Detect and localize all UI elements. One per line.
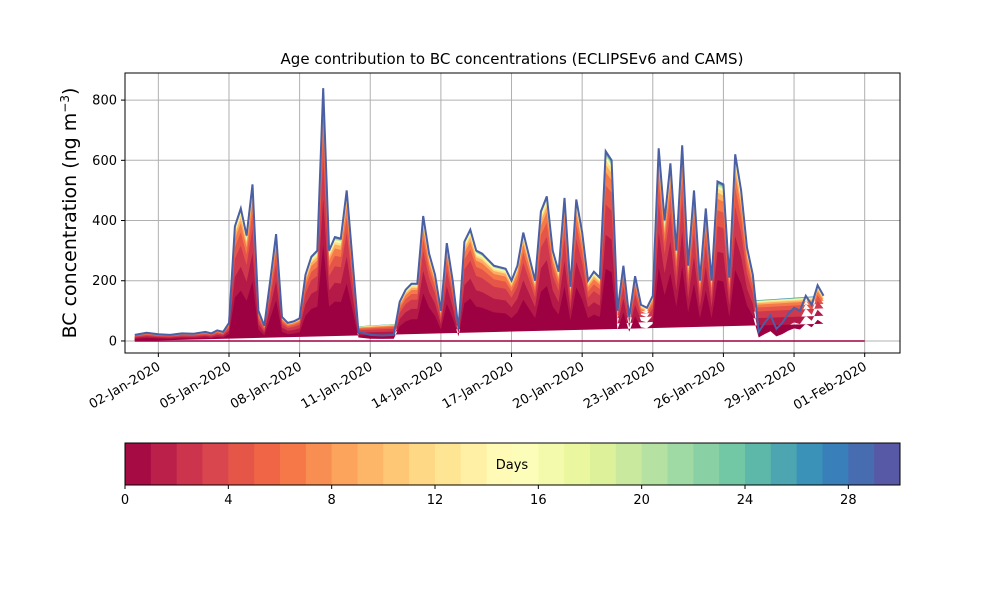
colorbar-cell [615, 443, 643, 485]
x-tick-label: 01-Feb-2020 [791, 359, 870, 413]
age-band-8 [134, 158, 824, 341]
y-axis-label-text: BC concentration (ng m−3) [58, 88, 81, 339]
y-axis-label: BC concentration (ng m−3) [58, 88, 81, 339]
stacked-areas [134, 88, 824, 342]
y-tick-label: 800 [92, 94, 117, 109]
colorbar [125, 443, 901, 485]
chart-title: Age contribution to BC concentrations (E… [281, 50, 744, 68]
colorbar-cell [719, 443, 746, 485]
colorbar-cell [745, 443, 772, 485]
x-tick-label: 17-Jan-2020 [440, 359, 517, 412]
colorbar-cell [383, 443, 410, 485]
colorbar-cell [667, 443, 694, 485]
colorbar-cell [796, 443, 823, 485]
x-tick-label: 11-Jan-2020 [299, 359, 376, 412]
y-tick-label: 200 [92, 274, 117, 289]
x-axis-ticks: 02-Jan-202005-Jan-202008-Jan-202011-Jan-… [87, 353, 870, 413]
total-line [134, 88, 825, 337]
age-band-10 [134, 244, 824, 341]
colorbar-cell [874, 443, 901, 485]
colorbar-cell [435, 443, 462, 485]
colorbar-cell [538, 443, 565, 485]
colorbar-cell [202, 443, 229, 485]
colorbar-cell [848, 443, 875, 485]
colorbar-cell [641, 443, 668, 485]
colorbar-cell [280, 443, 307, 485]
colorbar-cell [486, 443, 513, 485]
colorbar-cell [357, 443, 384, 485]
colorbar-cell [460, 443, 488, 485]
y-tick-label: 400 [92, 214, 117, 229]
colorbar-cell [590, 443, 617, 485]
colorbar-tick-label: 24 [737, 493, 754, 508]
x-tick-label: 26-Jan-2020 [652, 359, 729, 412]
colorbar-cell [125, 443, 152, 485]
plot-frame [124, 72, 901, 354]
y-tick-label: 0 [109, 334, 117, 349]
colorbar-cell [770, 443, 798, 485]
age-band-7 [134, 133, 824, 341]
colorbar-cell [150, 443, 178, 485]
colorbar-ticks: 0 4 8 12 16 20 24 28 [121, 485, 857, 508]
colorbar-label: Days [496, 458, 529, 473]
total-outline [134, 88, 865, 342]
colorbar-cell [822, 443, 849, 485]
y-tick-label: 600 [92, 154, 117, 169]
colorbar-tick-label: 8 [328, 493, 336, 508]
colorbar-cell [228, 443, 255, 485]
colorbar-cell [693, 443, 720, 485]
x-tick-label: 08-Jan-2020 [228, 359, 305, 412]
colorbar-tick-label: 4 [224, 493, 232, 508]
colorbar-cell [176, 443, 203, 485]
x-tick-label: 29-Jan-2020 [722, 359, 799, 412]
colorbar-cell [331, 443, 358, 485]
x-tick-label: 20-Jan-2020 [511, 359, 588, 412]
colorbar-tick-label: 0 [121, 493, 129, 508]
y-axis-ticks: 0 200 400 600 800 [92, 94, 125, 349]
colorbar-cell [254, 443, 281, 485]
colorbar-cell [512, 443, 539, 485]
colorbar-frame [124, 442, 901, 486]
colorbar-tick-label: 28 [840, 493, 857, 508]
colorbar-cell [305, 443, 333, 485]
age-band-9 [134, 199, 824, 341]
x-tick-label: 05-Jan-2020 [157, 359, 234, 412]
colorbar-tick-label: 12 [427, 493, 444, 508]
colorbar-cell [564, 443, 591, 485]
x-tick-label: 02-Jan-2020 [87, 359, 164, 412]
colorbar-tick-label: 16 [530, 493, 547, 508]
x-tick-label: 23-Jan-2020 [581, 359, 658, 412]
x-tick-label: 14-Jan-2020 [369, 359, 446, 412]
colorbar-cell [409, 443, 436, 485]
colorbar-tick-label: 20 [633, 493, 650, 508]
